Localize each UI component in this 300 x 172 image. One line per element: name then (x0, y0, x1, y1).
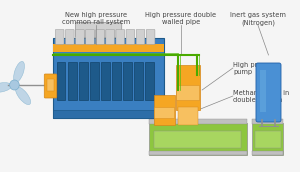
Bar (178, 107, 198, 125)
Text: Inert gas system
(Nitrogen): Inert gas system (Nitrogen) (230, 12, 286, 25)
FancyBboxPatch shape (76, 30, 84, 45)
Text: New high pressure
common rail system: New high pressure common rail system (62, 12, 130, 25)
Bar (123, 62, 132, 100)
Bar (176, 65, 200, 110)
Bar (149, 123, 247, 155)
Bar (112, 62, 121, 100)
FancyBboxPatch shape (136, 30, 145, 45)
FancyBboxPatch shape (76, 23, 122, 37)
Bar (68, 62, 76, 100)
Bar (90, 62, 99, 100)
Bar (149, 151, 247, 155)
Bar (53, 44, 164, 52)
Bar (134, 62, 143, 100)
Bar (145, 62, 154, 100)
Bar (47, 79, 54, 91)
Text: High pressure
pump: High pressure pump (233, 62, 279, 75)
Bar (101, 62, 110, 100)
FancyBboxPatch shape (44, 74, 57, 98)
FancyBboxPatch shape (85, 30, 94, 45)
Bar (53, 110, 164, 118)
Ellipse shape (14, 61, 25, 82)
FancyBboxPatch shape (126, 30, 135, 45)
FancyBboxPatch shape (116, 30, 124, 45)
Bar (252, 119, 283, 124)
Text: Methanol tank in
double bottom: Methanol tank in double bottom (233, 90, 289, 103)
Ellipse shape (0, 83, 12, 92)
Text: High pressure double
walled pipe: High pressure double walled pipe (146, 12, 217, 25)
FancyBboxPatch shape (177, 85, 200, 100)
Bar (53, 38, 164, 118)
Bar (260, 70, 266, 112)
Bar (154, 95, 175, 125)
Ellipse shape (16, 87, 31, 105)
FancyBboxPatch shape (96, 30, 104, 45)
Bar (79, 62, 88, 100)
Bar (255, 131, 281, 148)
Bar (252, 123, 283, 155)
Bar (154, 131, 241, 148)
Bar (57, 62, 65, 100)
Bar (149, 119, 247, 124)
Bar (252, 151, 283, 155)
Circle shape (10, 80, 19, 90)
FancyBboxPatch shape (106, 30, 115, 45)
FancyBboxPatch shape (256, 63, 281, 122)
FancyBboxPatch shape (65, 30, 74, 45)
FancyBboxPatch shape (55, 30, 64, 45)
FancyBboxPatch shape (146, 30, 155, 45)
FancyBboxPatch shape (154, 108, 175, 119)
